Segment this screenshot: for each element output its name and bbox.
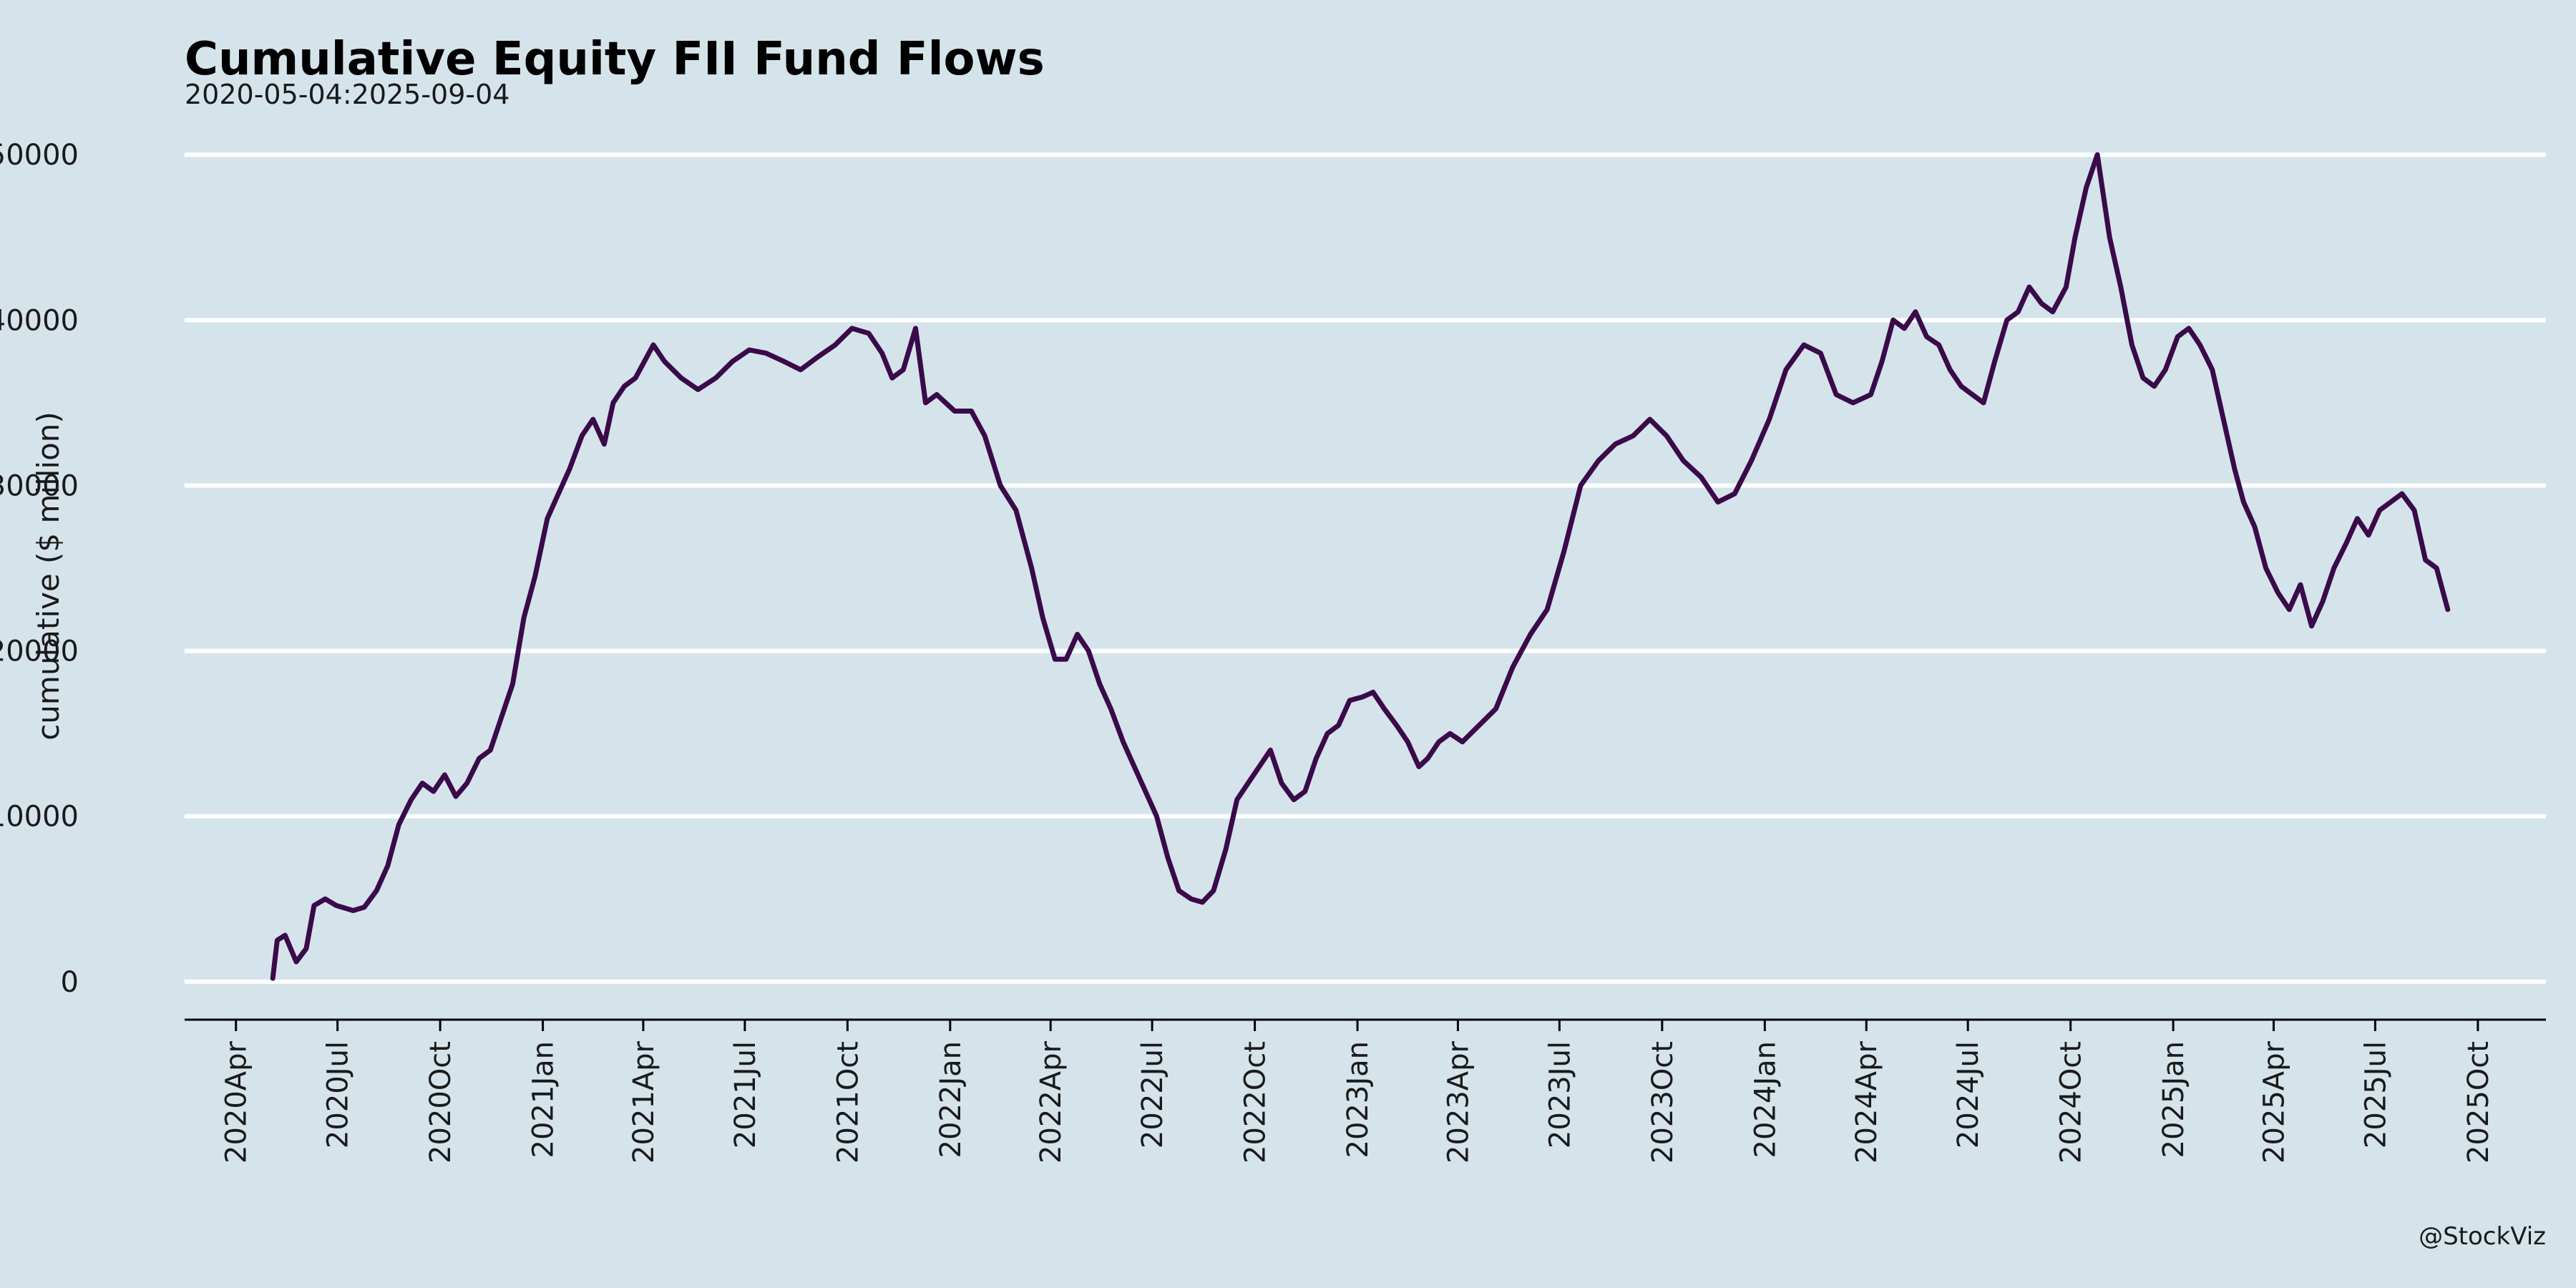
y-tick-label: 0 [61,966,79,999]
series-line [270,152,2451,981]
gridlines [185,152,2546,984]
x-tick-label: 2023Jul [1543,1041,1576,1148]
y-tick-label: 10000 [0,801,79,834]
x-tick-label: 2025Jul [2359,1041,2392,1148]
x-tick-label: 2022Oct [1239,1041,1272,1163]
y-tick-label: 30000 [0,469,79,502]
x-tick-label: 2024Apr [1850,1040,1883,1163]
y-tick-label: 20000 [0,635,79,668]
x-axis-ticks: 2020Apr 2020Jul 2020Oct 2021Jan 2021Apr 2021J… [220,1020,2495,1163]
x-tick-label: 2020Oct [424,1041,457,1163]
chart-caption: @StockViz [2419,1222,2546,1251]
x-tick-label: 2021Apr [628,1040,660,1163]
x-tick-label: 2024Oct [2055,1041,2088,1163]
y-tick-label: 50000 [0,139,79,172]
x-tick-label: 2020Jul [322,1041,355,1148]
x-tick-label: 2022Jul [1136,1041,1169,1148]
x-tick-label: 2025Jan [2157,1041,2190,1158]
x-tick-label: 2025Apr [2258,1040,2290,1163]
series-group [270,152,2451,981]
x-tick-label: 2021Jul [729,1041,762,1148]
x-tick-label: 2023Apr [1442,1040,1475,1163]
x-tick-label: 2023Jan [1342,1041,1375,1158]
x-tick-label: 2024Jan [1749,1041,1782,1158]
x-tick-label: 2024Jul [1952,1041,1985,1148]
x-tick-label: 2020Apr [220,1040,253,1163]
x-tick-label: 2025Oct [2462,1041,2495,1163]
x-tick-label: 2022Apr [1035,1040,1068,1163]
chart-subtitle: 2020-05-04:2025-09-04 [185,79,509,110]
x-tick-label: 2021Oct [831,1041,864,1163]
y-axis-label: cumulative ($ million) [31,411,66,741]
x-tick-label: 2023Oct [1646,1041,1679,1163]
x-tick-label: 2022Jan [935,1041,967,1158]
chart-title: Cumulative Equity FII Fund Flows [185,33,1045,86]
x-tick-label: 2021Jan [527,1041,560,1158]
